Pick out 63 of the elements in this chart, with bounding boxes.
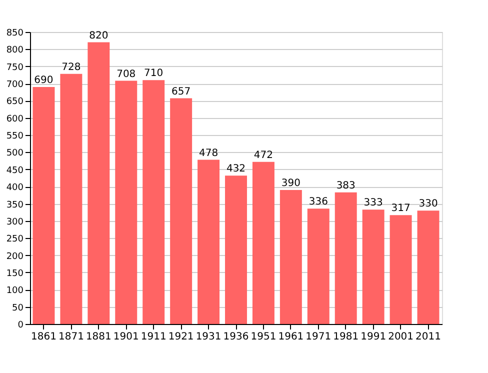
y-tick-label: 400	[6, 183, 24, 194]
y-tick-label: 0	[18, 320, 24, 330]
data-label: 710	[144, 68, 164, 80]
data-label: 330	[418, 198, 438, 210]
bar	[32, 86, 55, 324]
y-tick-label: 650	[6, 97, 24, 108]
x-tick-label: 1951	[250, 332, 276, 342]
y-tick-label: 550	[6, 132, 24, 142]
data-label: 432	[226, 164, 246, 175]
x-tick-label: 1901	[113, 332, 139, 342]
y-tick-label: 800	[6, 46, 24, 56]
x-tick-label: 1991	[360, 332, 386, 342]
y-tick-label: 600	[6, 114, 24, 124]
y-tick-label: 250	[6, 234, 24, 245]
x-tick-label: 1881	[86, 332, 112, 342]
y-tick-label: 50	[12, 303, 24, 314]
bar	[170, 98, 192, 324]
y-tick-label: 300	[6, 217, 24, 228]
y-tick-label: 450	[6, 166, 24, 176]
x-tick-label: 1981	[333, 332, 359, 342]
data-label: 657	[172, 86, 191, 98]
bar	[225, 176, 247, 324]
data-label: 472	[254, 150, 274, 161]
x-tick-label: 1921	[168, 332, 194, 342]
data-label: 690	[34, 74, 54, 86]
bar	[417, 210, 440, 324]
bar	[88, 42, 110, 324]
y-tick-label: 200	[6, 252, 24, 262]
x-tick-label: 1861	[31, 332, 56, 342]
bar	[115, 80, 138, 324]
y-tick-label: 750	[6, 62, 24, 73]
y-tick-label: 150	[6, 268, 24, 279]
bar	[60, 74, 82, 324]
data-label: 333	[364, 198, 383, 209]
data-label: 383	[336, 180, 356, 192]
x-tick-label: 2011	[416, 332, 441, 342]
bar	[280, 190, 302, 324]
bar	[307, 208, 330, 324]
x-tick-label: 1871	[58, 332, 84, 342]
bar	[252, 162, 274, 324]
data-label: 708	[116, 68, 136, 80]
x-tick-label: 1931	[196, 332, 222, 342]
bar	[198, 160, 220, 324]
data-label: 317	[391, 203, 410, 214]
y-tick-label: 100	[6, 286, 24, 296]
x-tick-label: 1936	[223, 332, 249, 342]
y-tick-label: 350	[6, 200, 24, 210]
y-tick-label: 850	[6, 28, 24, 38]
data-label: 336	[308, 196, 328, 208]
y-tick-label: 700	[6, 80, 24, 90]
data-label: 390	[281, 178, 300, 190]
x-tick-label: 1971	[306, 332, 332, 342]
data-label: 728	[62, 62, 81, 73]
x-tick-label: 2001	[388, 332, 414, 342]
bar	[334, 192, 357, 324]
bar	[142, 80, 165, 324]
y-tick-label: 500	[6, 148, 24, 159]
bar	[362, 210, 384, 324]
bar	[390, 215, 412, 324]
data-label: 820	[89, 30, 108, 42]
data-label: 478	[198, 148, 218, 159]
x-tick-label: 1911	[140, 332, 166, 342]
x-tick-label: 1961	[278, 332, 304, 342]
